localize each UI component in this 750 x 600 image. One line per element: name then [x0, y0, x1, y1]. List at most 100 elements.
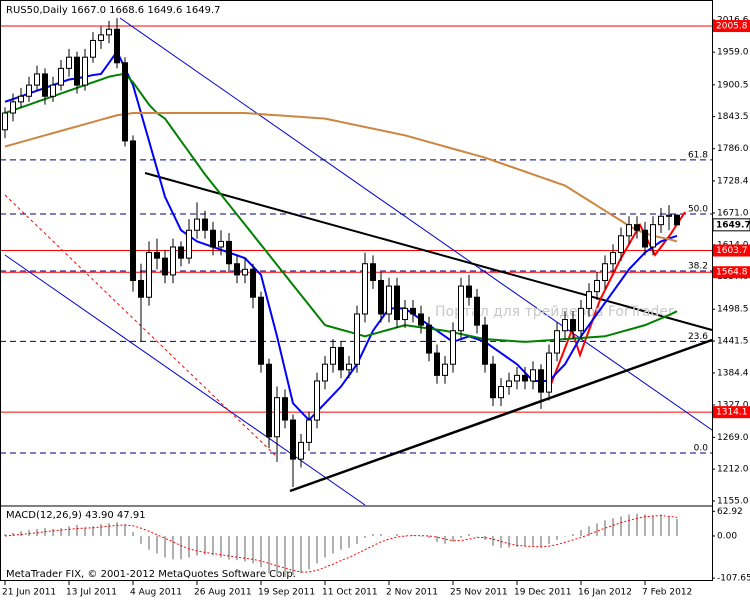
macd-bar — [484, 535, 486, 540]
candle-body — [10, 101, 16, 114]
candle-body — [666, 214, 672, 217]
macd-bar — [124, 524, 126, 536]
trend-line — [289, 338, 713, 493]
macd-bar — [132, 532, 134, 536]
macd-bar — [604, 520, 606, 536]
macd-bar — [396, 534, 398, 536]
candle-body — [402, 307, 408, 321]
macd-bar — [436, 535, 438, 542]
macd-bar — [364, 535, 366, 538]
candle-body — [298, 441, 304, 460]
macd-bar — [348, 535, 350, 548]
candle-body — [634, 224, 640, 231]
macd-bar — [420, 535, 422, 537]
macd-bar — [524, 535, 526, 547]
macd-bar — [28, 530, 30, 536]
macd-bar — [268, 535, 270, 574]
candle-body — [498, 386, 504, 399]
candle-body — [562, 319, 568, 332]
candle-body — [146, 252, 152, 298]
candle-body — [2, 112, 8, 131]
candle-body — [50, 84, 56, 97]
macd-bar — [60, 528, 62, 536]
y-tick-label: 1384.4 — [717, 368, 749, 378]
candle-body — [346, 363, 352, 371]
candle-body — [514, 374, 520, 382]
macd-bar — [68, 526, 70, 536]
x-tick-label: 26 Aug 2011 — [194, 588, 252, 598]
candle-body — [266, 363, 272, 438]
y-tick-label: 1900.5 — [717, 80, 749, 90]
candle-body — [650, 224, 656, 248]
candle-body — [234, 263, 240, 276]
macd-bar — [300, 535, 302, 574]
candle-body — [426, 324, 432, 354]
candle-body — [138, 279, 144, 298]
macd-bar — [180, 535, 182, 560]
candle-body — [610, 252, 616, 265]
macd-bar — [380, 534, 382, 536]
candle-body — [354, 313, 360, 365]
macd-y-tick-label: 0.00 — [717, 531, 737, 541]
trend-line — [144, 172, 713, 331]
candle-body — [554, 330, 560, 354]
drawings — [4, 17, 713, 506]
candle-body — [242, 268, 248, 276]
macd-bar — [276, 535, 278, 576]
candle-body — [442, 363, 448, 376]
macd-bar — [388, 535, 390, 537]
macd-bar — [212, 535, 214, 556]
candle-body — [378, 279, 384, 315]
macd-bar — [356, 535, 358, 544]
candle-body — [362, 263, 368, 315]
level-label-box — [713, 20, 750, 33]
candle-body — [546, 352, 552, 393]
level-label: 2005.8 — [716, 22, 748, 32]
x-tick-label: 7 Feb 2012 — [642, 588, 692, 598]
fib-label: 23.6 — [688, 332, 708, 342]
macd-bar — [236, 535, 238, 561]
macd-bar — [220, 535, 222, 558]
channel-line — [119, 17, 713, 431]
macd-bar — [260, 535, 262, 568]
x-tick-label: 19 Dec 2011 — [514, 588, 572, 598]
candle-body — [322, 363, 328, 382]
macd-bar — [164, 535, 166, 558]
macd-bar — [572, 534, 574, 536]
y-tick-label: 1498.5 — [717, 305, 749, 315]
x-tick-label: 16 Jan 2012 — [578, 588, 632, 598]
x-tick-label: 2 Nov 2011 — [386, 588, 438, 598]
candle-body — [274, 397, 280, 438]
macd-bar — [404, 535, 406, 537]
macd-bar — [644, 514, 646, 536]
candle-body — [522, 374, 528, 382]
candle-body — [642, 229, 648, 248]
macd-bar — [52, 528, 54, 536]
y-tick-label: 1786.0 — [717, 144, 749, 154]
candle-body — [618, 235, 624, 254]
x-tick-label: 4 Aug 2011 — [130, 588, 182, 598]
fib-label: 50.0 — [688, 205, 708, 215]
candle-body — [66, 56, 72, 69]
macd-bar — [188, 535, 190, 558]
x-tick-label: 19 Sep 2011 — [258, 588, 315, 598]
fib-label: 38.2 — [688, 261, 708, 271]
macd-bar — [4, 534, 6, 536]
macd-bar — [252, 535, 254, 564]
x-tick-label: 13 Jul 2011 — [66, 588, 117, 598]
macd-bar — [284, 535, 286, 578]
candle-body — [434, 352, 440, 376]
macd-bar — [548, 535, 550, 544]
macd-bar — [20, 531, 22, 536]
channel-line — [4, 254, 366, 506]
candle-body — [226, 240, 232, 265]
macd-bar — [556, 535, 558, 540]
y-tick-label: 1327.0 — [717, 400, 749, 410]
watermark: Портал для трейдеров ForTrader — [435, 304, 674, 320]
red-dotted-line — [4, 194, 276, 456]
candle-body — [162, 257, 168, 276]
candle-body — [250, 268, 256, 298]
fib-label: 0.0 — [694, 443, 709, 453]
